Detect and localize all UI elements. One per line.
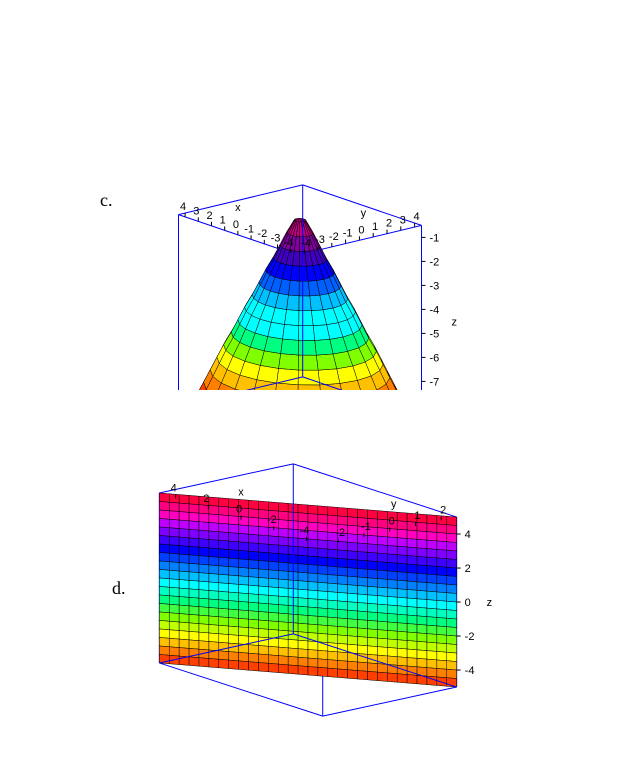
svg-text:-2: -2 <box>335 527 345 539</box>
svg-text:-1: -1 <box>361 521 371 533</box>
svg-text:z: z <box>452 316 458 328</box>
svg-text:1: 1 <box>414 510 420 522</box>
svg-text:2: 2 <box>440 504 446 516</box>
svg-text:3: 3 <box>193 205 199 217</box>
svg-text:-4: -4 <box>299 525 309 537</box>
svg-text:0: 0 <box>389 516 395 528</box>
svg-text:0: 0 <box>465 597 471 609</box>
svg-text:-1: -1 <box>244 223 254 235</box>
svg-text:-6: -6 <box>430 352 440 364</box>
svg-text:1: 1 <box>372 221 378 233</box>
svg-text:-4: -4 <box>301 237 311 249</box>
label-d: d. <box>112 578 126 599</box>
panel-d: 4 2 0 -2 -4 x -2 -1 0 1 2 y 4 2 0 -2 -4 z <box>140 410 510 765</box>
svg-text:-2: -2 <box>430 256 440 268</box>
svg-text:2: 2 <box>386 218 392 230</box>
svg-text:x: x <box>238 487 244 499</box>
svg-text:z: z <box>487 597 493 609</box>
svg-text:-4: -4 <box>465 665 475 677</box>
svg-text:2: 2 <box>203 493 209 505</box>
svg-text:4: 4 <box>414 211 420 223</box>
svg-text:-4: -4 <box>284 237 294 249</box>
svg-text:-2: -2 <box>257 228 267 240</box>
svg-text:y: y <box>391 499 397 511</box>
svg-text:-2: -2 <box>329 231 339 243</box>
svg-text:-1: -1 <box>430 232 440 244</box>
cone-plot: 43210-1-2-3-4x-4-3-2-101234y-1-2-3-4-5-6… <box>130 20 490 390</box>
panel-c: 43210-1-2-3-4x-4-3-2-101234y-1-2-3-4-5-6… <box>130 20 490 395</box>
svg-text:2: 2 <box>206 210 212 222</box>
svg-text:-7: -7 <box>430 376 440 388</box>
svg-text:-3: -3 <box>271 232 281 244</box>
svg-text:-2: -2 <box>465 631 475 643</box>
svg-text:-3: -3 <box>430 280 440 292</box>
svg-text:x: x <box>235 202 241 214</box>
svg-text:-4: -4 <box>430 304 440 316</box>
svg-text:-1: -1 <box>343 228 353 240</box>
svg-text:4: 4 <box>465 529 471 541</box>
plane-plot: 4 2 0 -2 -4 x -2 -1 0 1 2 y 4 2 0 -2 -4 z <box>140 410 510 760</box>
svg-text:1: 1 <box>220 214 226 226</box>
svg-text:3: 3 <box>400 214 406 226</box>
svg-text:4: 4 <box>180 201 186 213</box>
svg-text:-2: -2 <box>267 514 277 526</box>
svg-text:-5: -5 <box>430 328 440 340</box>
svg-text:2: 2 <box>465 563 471 575</box>
svg-text:4: 4 <box>171 482 177 494</box>
svg-text:0: 0 <box>358 224 364 236</box>
label-c: c. <box>100 190 113 211</box>
svg-text:0: 0 <box>233 219 239 231</box>
svg-text:-3: -3 <box>315 234 325 246</box>
svg-text:y: y <box>361 207 367 219</box>
svg-text:0: 0 <box>236 504 242 516</box>
